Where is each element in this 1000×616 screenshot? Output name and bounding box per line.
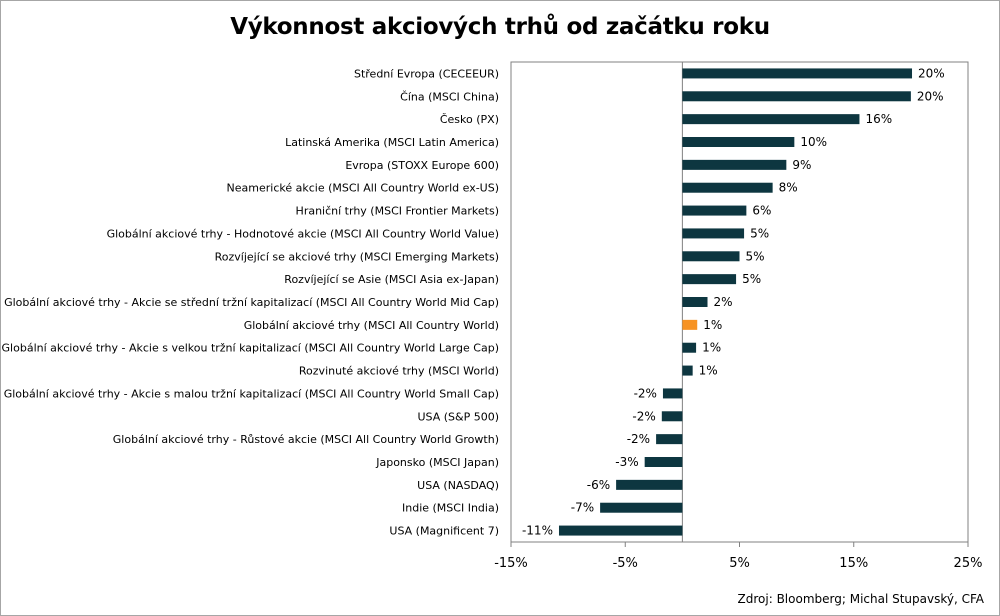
- data-label: 9%: [792, 158, 811, 172]
- bars: [558, 68, 913, 536]
- category-label: Česko (PX): [440, 113, 499, 126]
- value-labels: 20% 20% 16% 10% 9% 8% 6% 5% 5% 5% 2% 1% 1% 1% -2% -2% -2…: [522, 66, 945, 537]
- bar: [616, 479, 683, 490]
- category-label: Evropa (STOXX Europe 600): [345, 159, 499, 172]
- data-label: 5%: [742, 272, 761, 286]
- x-tick-label: 25%: [954, 556, 983, 571]
- data-label: 5%: [750, 226, 769, 240]
- category-label: Rozvíjející se akciové trhy (MSCI Emergi…: [215, 250, 499, 263]
- category-label: Čína (MSCI China): [400, 90, 499, 103]
- bar: [682, 251, 740, 262]
- category-label: Globální akciové trhy - Akcie se střední…: [4, 296, 499, 309]
- data-label: 8%: [779, 181, 798, 195]
- data-label: -2%: [632, 409, 655, 423]
- category-label: Rozvíjející se Asie (MSCI Asia ex-Japan): [284, 273, 499, 286]
- data-label: 5%: [746, 249, 765, 263]
- category-label: Globální akciové trhy - Akcie s malou tr…: [4, 387, 499, 400]
- bar: [682, 319, 698, 330]
- data-label: -11%: [522, 524, 553, 538]
- bar: [682, 68, 913, 79]
- category-label: Hraniční trhy (MSCI Frontier Markets): [296, 205, 499, 218]
- bar: [600, 502, 683, 513]
- category-label: USA (S&P 500): [417, 410, 499, 423]
- category-label: Japonsko (MSCI Japan): [375, 456, 499, 469]
- data-label: -2%: [634, 386, 657, 400]
- bar: [644, 457, 683, 467]
- category-label: Globální akciové trhy - Akcie s velkou t…: [2, 342, 499, 355]
- category-label: Latinská Amerika (MSCI Latin America): [285, 136, 499, 149]
- data-label: 20%: [917, 89, 944, 103]
- bar: [682, 137, 795, 147]
- bar: [682, 91, 911, 102]
- bar: [662, 388, 683, 399]
- bar: [656, 434, 683, 445]
- bar: [682, 159, 787, 170]
- category-label: Neamerické akcie (MSCI All Country World…: [227, 182, 499, 195]
- data-label: 16%: [865, 112, 892, 126]
- bar: [682, 205, 747, 216]
- plot-area: [510, 61, 969, 543]
- category-label: USA (NASDAQ): [417, 479, 499, 492]
- x-tick-label: -15%: [494, 556, 528, 571]
- data-label: 2%: [714, 295, 733, 309]
- bar: [682, 297, 708, 307]
- data-label: 1%: [703, 318, 722, 332]
- x-tick-label: 15%: [839, 556, 868, 571]
- category-label: USA (Magnificent 7): [389, 525, 499, 538]
- data-label: -7%: [571, 501, 594, 515]
- bar: [558, 525, 683, 536]
- data-label: 1%: [699, 364, 718, 378]
- plot-border: [510, 61, 969, 543]
- bar: [682, 114, 860, 125]
- chart-title: Výkonnost akciových trhů od začátku roku: [230, 14, 770, 40]
- data-label: 20%: [918, 66, 945, 80]
- data-label: -2%: [627, 432, 650, 446]
- category-label: Indie (MSCI India): [402, 502, 499, 515]
- data-label: 6%: [752, 204, 771, 218]
- category-labels: Střední Evropa (CECEEUR) Čína (MSCI China…: [2, 67, 499, 537]
- category-label: Globální akciové trhy - Růstové akcie (M…: [113, 433, 499, 446]
- category-label: Globální akciové trhy - Hodnotové akcie …: [107, 227, 499, 240]
- bar: [682, 365, 693, 376]
- category-label: Střední Evropa (CECEEUR): [354, 67, 499, 80]
- source-note: Zdroj: Bloomberg; Michal Stupavský, CFA: [737, 592, 984, 606]
- x-tick-label: 5%: [729, 556, 750, 571]
- data-label: 1%: [702, 341, 721, 355]
- data-label: 10%: [800, 135, 827, 149]
- bar: [682, 228, 745, 239]
- x-axis: -15% -5% 5% 15% 25%: [494, 542, 982, 571]
- bar: [682, 342, 697, 353]
- category-label: Rozvinuté akciové trhy (MSCI World): [299, 365, 499, 378]
- category-label: Globální akciové trhy (MSCI All Country …: [244, 319, 499, 332]
- bar: [682, 274, 737, 285]
- bar: [682, 182, 773, 193]
- data-label: -6%: [587, 478, 610, 492]
- x-tick-label: -5%: [613, 556, 638, 571]
- bar: [661, 411, 683, 422]
- data-label: -3%: [615, 455, 638, 469]
